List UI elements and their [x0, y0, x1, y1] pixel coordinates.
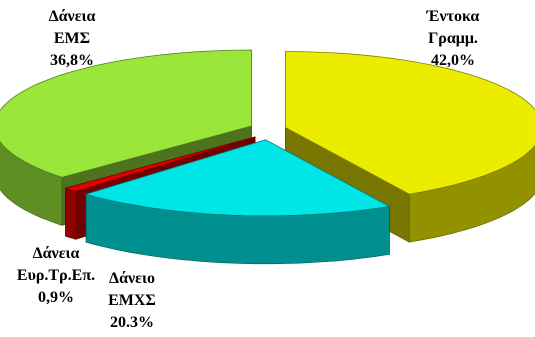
slice-top: [64, 136, 256, 192]
slice-name-line-2: Ευρ.Τρ.Επ.: [16, 267, 96, 284]
slice-percent: 0,9%: [38, 289, 74, 306]
slice-outer-wall: [65, 187, 76, 240]
slice-percent: 20.3%: [109, 314, 154, 331]
slice-top: [0, 49, 252, 178]
slice-name-line-1: Έντοκα: [426, 8, 480, 25]
slice-name-line-2: Γραμμ.: [428, 30, 478, 47]
slice-name-line-2: ΕΜΣ: [53, 30, 91, 47]
slice-top: [84, 139, 391, 217]
slice-percent: 36,8%: [50, 52, 94, 69]
slice-top: [284, 51, 535, 195]
slice-label-ems: Δάνεια ΕΜΣ 36,8%: [49, 6, 96, 72]
slice-percent: 42,0%: [431, 52, 475, 69]
slice-name-line-2: ΕΜΧΣ: [108, 292, 156, 309]
slice-label-eyr-tr-ep: Δάνεια Ευρ.Τρ.Επ. 0,9%: [17, 243, 95, 309]
slice-name-line-1: Δάνεια: [48, 8, 96, 25]
pie-tops: [0, 49, 535, 217]
slice-name-line-1: Δάνεια: [32, 245, 80, 262]
slice-label-entoka: Έντοκα Γραμμ. 42,0%: [427, 6, 480, 72]
slice-name-line-1: Δάνειο: [109, 270, 155, 287]
slice-label-emxs: Δάνειο ΕΜΧΣ 20.3%: [108, 268, 156, 334]
